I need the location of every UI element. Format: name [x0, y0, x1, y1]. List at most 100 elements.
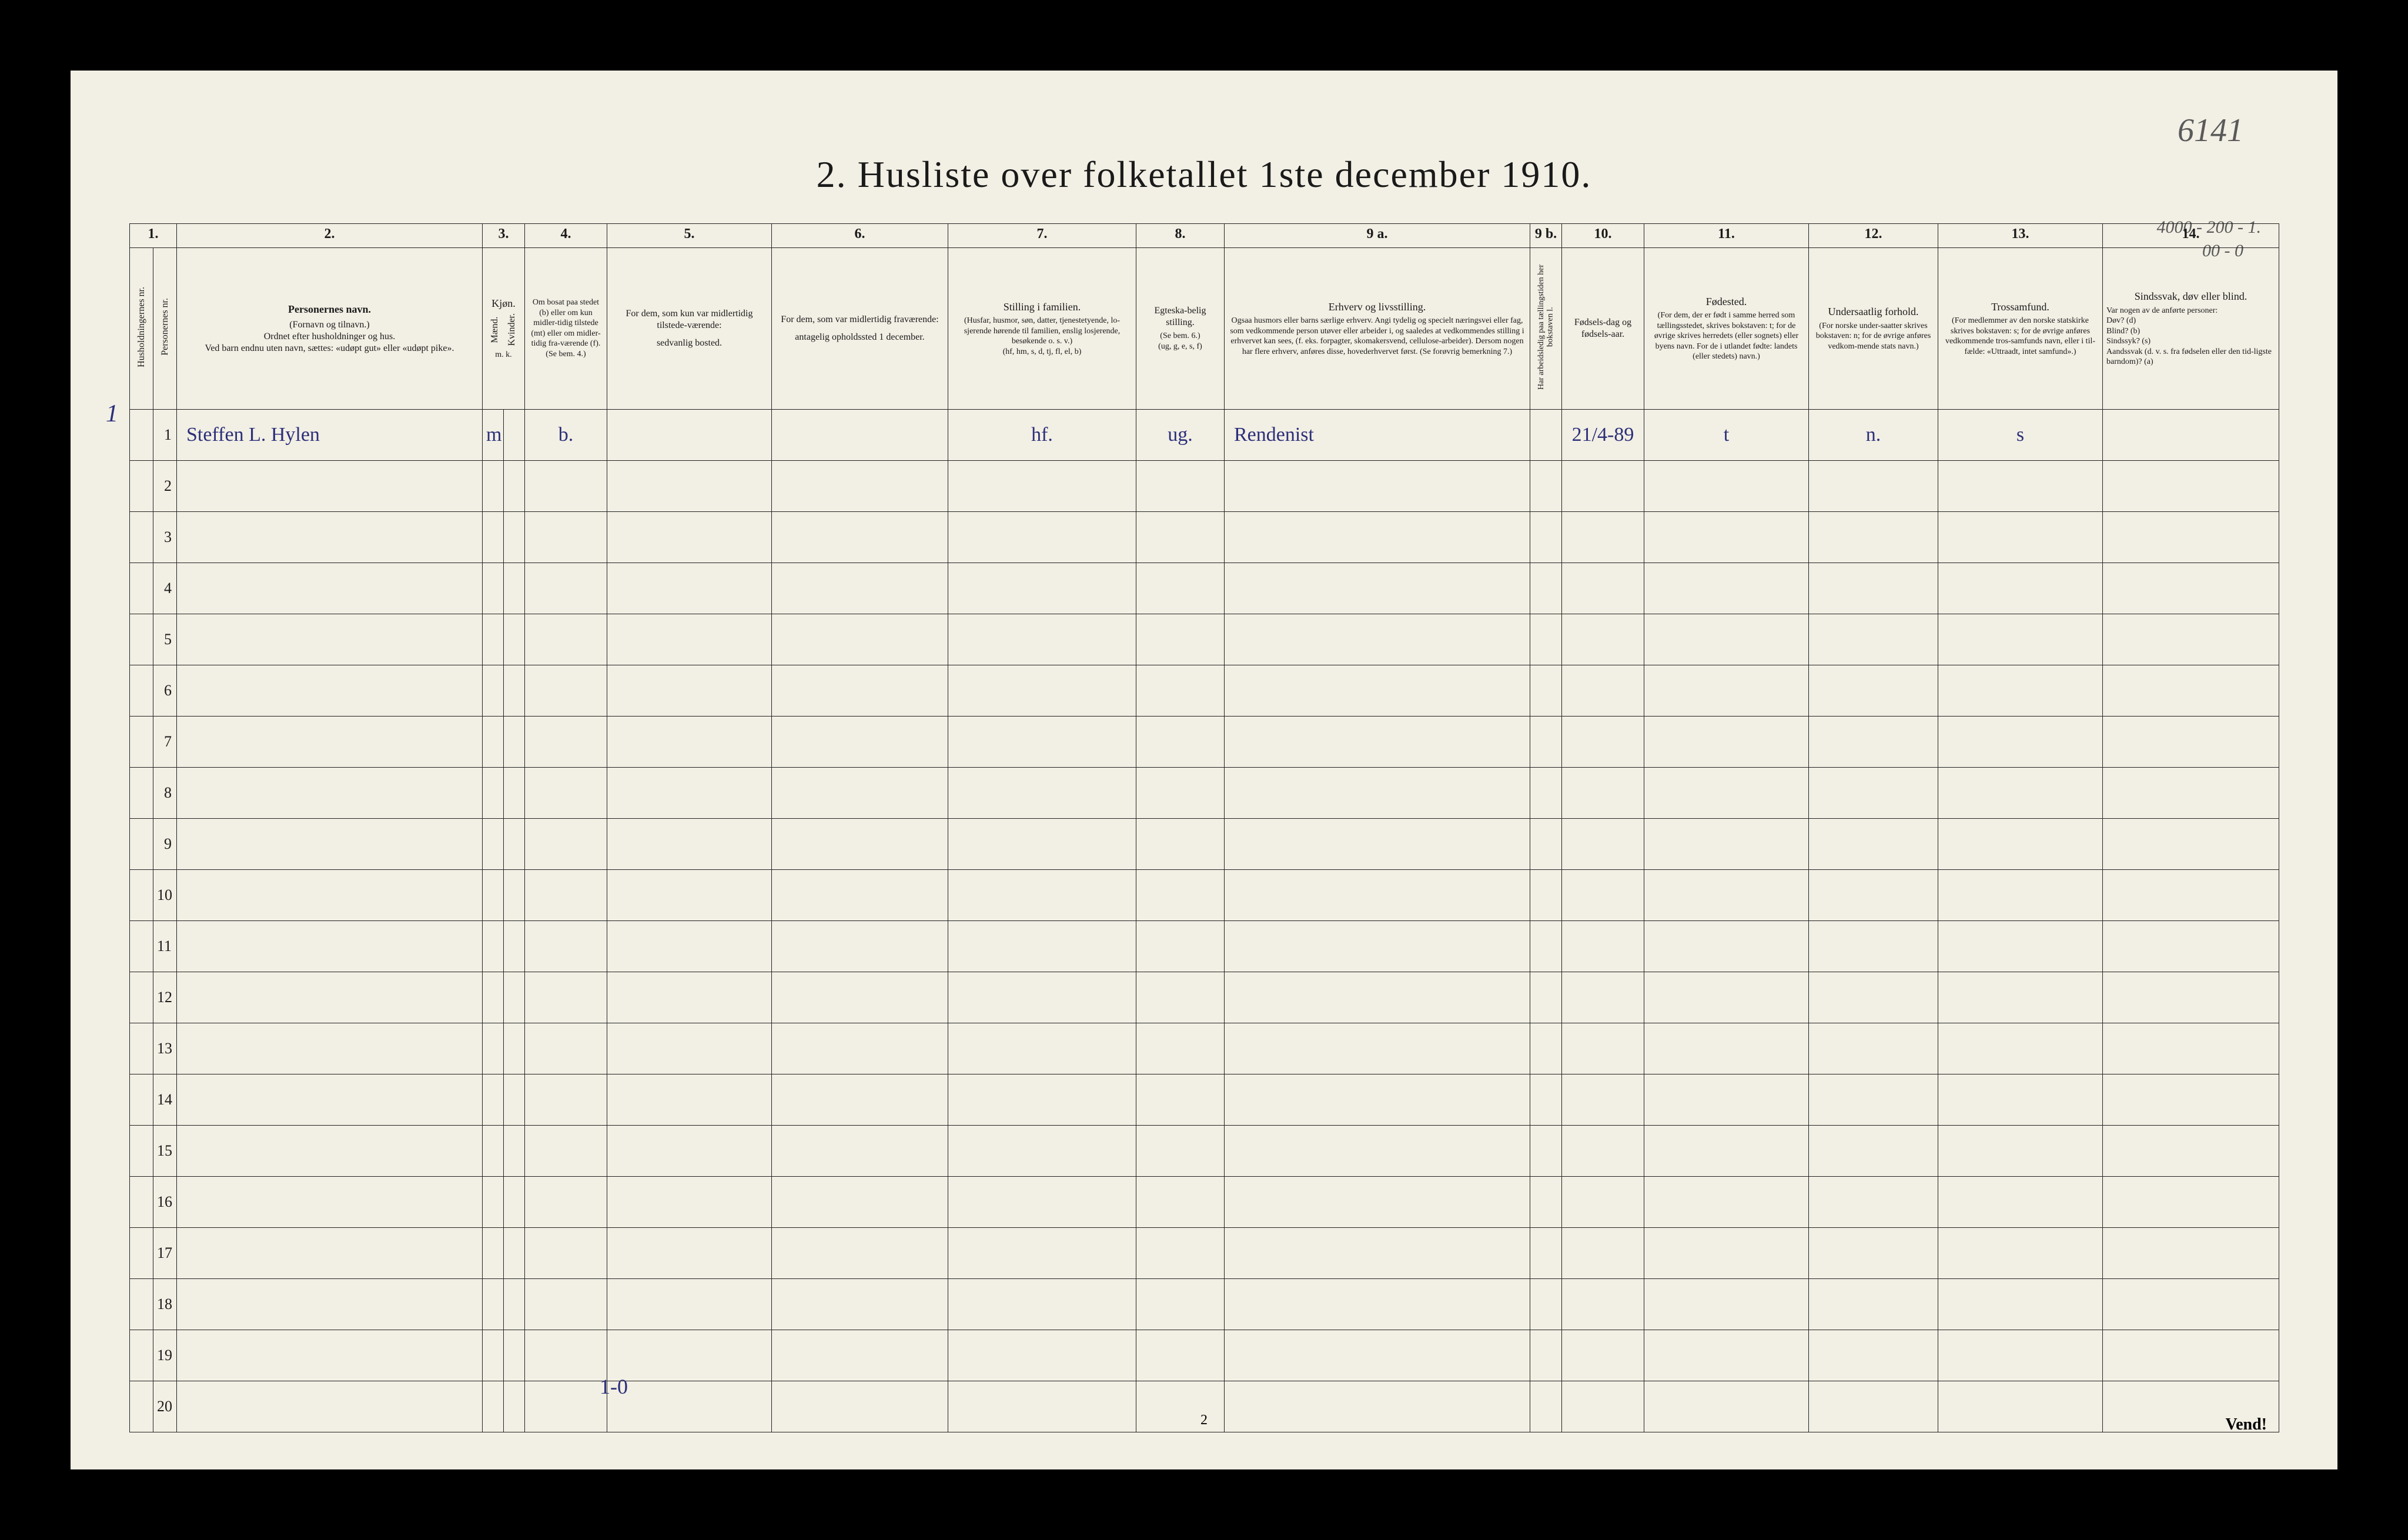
cell-person-nr: 8 — [153, 767, 177, 818]
cell-stilling — [948, 563, 1136, 614]
cell-fodsel — [1562, 563, 1644, 614]
cell-bosat — [525, 1074, 607, 1125]
cell-fodested — [1644, 972, 1809, 1023]
cell-name — [177, 1227, 483, 1278]
cell-egteskab — [1136, 665, 1225, 716]
cell-fodsel — [1562, 716, 1644, 767]
cell-undersaat — [1809, 460, 1938, 511]
cell-c6 — [772, 818, 948, 869]
page-title: 2. Husliste over folketallet 1ste decemb… — [71, 153, 2337, 196]
cell-bosat — [525, 563, 607, 614]
head-c4: Om bosat paa stedet (b) eller om kun mid… — [525, 248, 607, 410]
cell-c14 — [2103, 920, 2279, 972]
cell-c14 — [2103, 1125, 2279, 1176]
cell-person-nr: 13 — [153, 1023, 177, 1074]
cell-c14 — [2103, 511, 2279, 563]
table-row: 12 — [130, 972, 2279, 1023]
cell-egteskab — [1136, 818, 1225, 869]
cell-undersaat — [1809, 1227, 1938, 1278]
cell-c5 — [607, 818, 772, 869]
colnum-12: 12. — [1809, 224, 1938, 248]
cell-person-nr: 1 — [153, 409, 177, 460]
cell-sex-m — [483, 1023, 504, 1074]
cell-sex-m — [483, 818, 504, 869]
cell-fodested — [1644, 716, 1809, 767]
cell-name — [177, 818, 483, 869]
head-c2-desc: (Fornavn og tilnavn.) Ordnet efter husho… — [180, 319, 479, 354]
cell-fodsel — [1562, 869, 1644, 920]
colnum-4: 4. — [525, 224, 607, 248]
colnum-9b: 9 b. — [1530, 224, 1562, 248]
cell-sex-k — [504, 665, 525, 716]
colnum-13: 13. — [1938, 224, 2103, 248]
cell-sex-k — [504, 460, 525, 511]
cell-stilling — [948, 716, 1136, 767]
cell-name — [177, 563, 483, 614]
table-head: 1. 2. 3. 4. 5. 6. 7. 8. 9 a. 9 b. 10. 11… — [130, 224, 2279, 410]
cell-egteskab — [1136, 1330, 1225, 1381]
cell-person-nr: 5 — [153, 614, 177, 665]
cell-c14 — [2103, 1176, 2279, 1227]
cell-c5 — [607, 767, 772, 818]
cell-undersaat — [1809, 511, 1938, 563]
head-c12: Undersaatlig forhold. (For norske under-… — [1809, 248, 1938, 410]
cell-hhnr — [130, 511, 153, 563]
cell-name — [177, 1330, 483, 1381]
cell-c14 — [2103, 1227, 2279, 1278]
cell-c9b — [1530, 409, 1562, 460]
cell-bosat — [525, 614, 607, 665]
head-c14-label: Sindssvak, døv eller blind. — [2106, 290, 2275, 303]
colnum-8: 8. — [1136, 224, 1225, 248]
cell-egteskab — [1136, 1176, 1225, 1227]
cell-fodsel — [1562, 665, 1644, 716]
cell-c6 — [772, 614, 948, 665]
head-c1b-label: Personernes nr. — [160, 298, 170, 356]
cell-c5 — [607, 665, 772, 716]
cell-hhnr — [130, 665, 153, 716]
cell-person-nr: 7 — [153, 716, 177, 767]
cell-fodested — [1644, 614, 1809, 665]
cell-hhnr — [130, 1125, 153, 1176]
cell-fodested — [1644, 563, 1809, 614]
cell-c5 — [607, 920, 772, 972]
cell-tros — [1938, 1023, 2103, 1074]
cell-sex-k — [504, 1023, 525, 1074]
cell-c5 — [607, 409, 772, 460]
cell-c5 — [607, 716, 772, 767]
table-row: 16 — [130, 1176, 2279, 1227]
table-row: 2 — [130, 460, 2279, 511]
cell-name: Steffen L. Hylen — [177, 409, 483, 460]
cell-erhverv — [1225, 716, 1530, 767]
cell-hhnr — [130, 818, 153, 869]
cell-tros — [1938, 767, 2103, 818]
cell-person-nr: 15 — [153, 1125, 177, 1176]
colnum-10: 10. — [1562, 224, 1644, 248]
cell-undersaat — [1809, 563, 1938, 614]
cell-hhnr — [130, 869, 153, 920]
cell-tros — [1938, 563, 2103, 614]
cell-erhverv: Rendenist — [1225, 409, 1530, 460]
cell-c9b — [1530, 1074, 1562, 1125]
cell-egteskab — [1136, 1227, 1225, 1278]
cell-sex-m — [483, 614, 504, 665]
cell-erhverv — [1225, 1227, 1530, 1278]
cell-undersaat — [1809, 818, 1938, 869]
head-c2-label: Personernes navn. — [180, 303, 479, 316]
cell-fodsel — [1562, 1330, 1644, 1381]
cell-fodested — [1644, 767, 1809, 818]
cell-c5 — [607, 460, 772, 511]
cell-bosat — [525, 511, 607, 563]
cell-tros — [1938, 1330, 2103, 1381]
colnum-7: 7. — [948, 224, 1136, 248]
cell-egteskab — [1136, 460, 1225, 511]
cell-fodsel — [1562, 1278, 1644, 1330]
cell-c14 — [2103, 665, 2279, 716]
cell-c14 — [2103, 409, 2279, 460]
cell-erhverv — [1225, 972, 1530, 1023]
table-row: 4 — [130, 563, 2279, 614]
cell-erhverv — [1225, 767, 1530, 818]
colnum-1: 1. — [130, 224, 177, 248]
cell-c5 — [607, 563, 772, 614]
cell-sex-k — [504, 972, 525, 1023]
cell-stilling — [948, 614, 1136, 665]
